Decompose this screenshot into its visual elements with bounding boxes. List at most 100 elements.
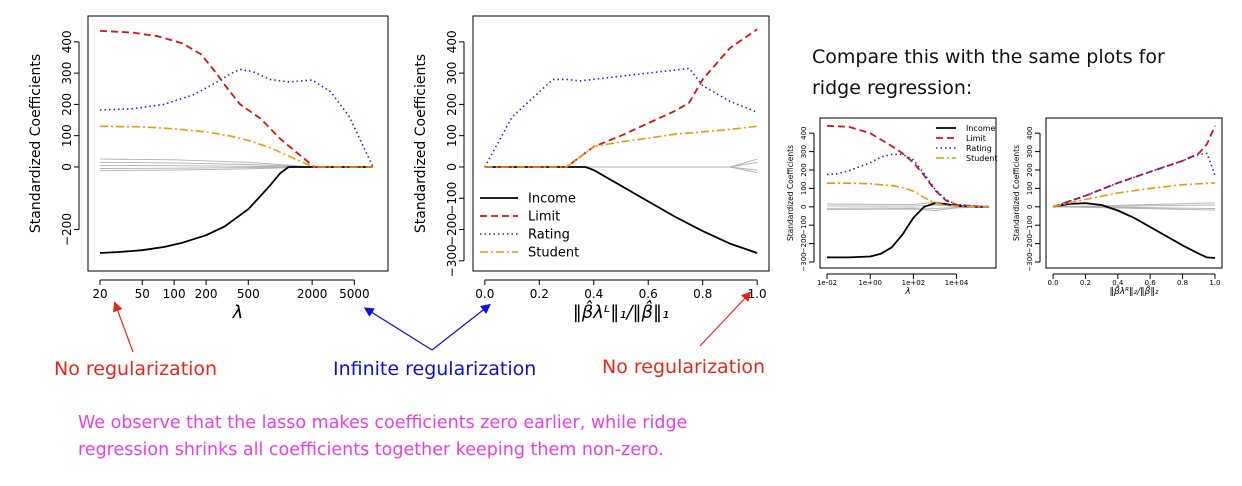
chart-ridge-lambda: 1e-02 1e+00 1e+02 1e+04 λ −300−200−100 0 100 200… [786,117,998,297]
arrow-infinite-regularization-right [431,303,491,351]
arrow-no-regularization-left [113,301,134,353]
series-rating-line [1052,152,1216,208]
x-tick-label: 0.8 [693,287,712,301]
x-axis-label: λ [232,302,244,323]
y-tick-label: 400 [445,30,459,53]
y-axis-label: Standardized Coefficients [1012,145,1021,241]
other-coefficient-line [99,166,313,172]
y-tick-label: −100 [1026,216,1034,235]
x-tick-label: 1e-02 [817,279,837,287]
infinite-regularization-label: Infinite regularization [333,358,537,380]
compare-line-1: Compare this with the same plots for [812,46,1165,68]
y-tick-label: −200 [445,213,459,246]
series-income-line [827,202,989,259]
series-income-line [1052,202,1216,259]
observation-line-2: regression shrinks all coefficients toge… [78,440,664,460]
y-tick-label: 300 [1026,145,1034,158]
x-tick-label: 20 [92,287,107,301]
annotation-arrows [113,291,752,353]
y-tick-label: 0 [800,205,808,209]
series-student-line [1052,182,1216,208]
arrow-no-regularization-right [699,291,752,347]
x-axis-label: ‖β̂λᴿ‖₂/‖β̂‖₂ [1110,284,1159,297]
y-tick-label: 400 [800,127,808,140]
legend-label-income: Income [966,124,996,133]
plot-frame [472,15,770,272]
legend-label-student: Student [966,154,998,163]
y-tick-label: −200 [60,213,74,246]
series-rating-line [484,67,758,168]
other-coefficient-line [826,206,990,211]
arrow-infinite-regularization-left [363,307,433,351]
y-tick-label: 200 [1026,163,1034,176]
plot-frame [1045,117,1223,269]
series-rating-line [826,153,990,208]
y-tick-label: 200 [800,163,808,176]
x-tick-label: 0.0 [475,287,494,301]
x-tick-label: 1e+04 [945,279,969,287]
legend-label-rating: Rating [528,228,570,243]
y-axis-label: Standardized Coefficients [28,54,44,233]
x-tick-label: 500 [237,287,260,301]
chart-lasso-norm: 0.0 0.2 0.4 0.6 0.8 1.0 ‖β̂λᴸ‖₁/‖β̂‖₁ −300−200−… [413,15,770,323]
x-tick-label: 0.4 [1112,279,1124,287]
observation-text: We observe that the lasso makes coeffici… [78,410,838,464]
compare-line-2: ridge regression: [812,77,973,99]
series-rating-line [99,68,374,168]
y-tick-label: 100 [1026,182,1034,195]
series-income-line [484,166,758,254]
y-tick-label: 0 [60,163,74,171]
y-tick-label: 100 [445,124,459,147]
x-axis-label: ‖β̂λᴸ‖₁/‖β̂‖₁ [573,300,669,323]
y-tick-label: 0 [445,163,459,171]
y-tick-label: −200 [800,234,808,253]
no-regularization-label-right: No regularization [602,356,766,378]
y-tick-label: 300 [800,145,808,158]
y-tick-label: −100 [445,182,459,215]
x-tick-label: 1.0 [748,287,767,301]
no-regularization-label-left: No regularization [54,358,218,380]
y-tick-label: −300 [800,252,808,271]
series-student-line [827,182,989,208]
legend-label-rating: Rating [966,144,992,153]
series-limit-line [826,124,990,208]
x-tick-label: 0.4 [584,287,603,301]
x-tick-label: 0.0 [1047,279,1058,287]
y-tick-label: 400 [1026,127,1034,140]
y-tick-label: 300 [445,62,459,85]
other-coefficient-line [1052,206,1216,211]
y-tick-label: −300 [445,244,459,277]
other-coefficient-line [99,158,313,168]
y-tick-label: −300 [1026,252,1034,271]
y-tick-label: 100 [60,124,74,147]
x-tick-label: 50 [135,287,150,301]
other-coefficient-line [99,166,313,169]
y-tick-label: 200 [60,93,74,116]
x-tick-label: 5000 [339,287,370,301]
series-limit-line [1052,125,1216,208]
x-tick-label: 1e+00 [858,279,882,287]
legend-label-limit: Limit [966,134,986,143]
x-tick-label: 200 [195,287,218,301]
series-student-line [484,125,758,168]
x-tick-label: 100 [163,287,186,301]
charts-layer: 20 50 100 200 500 2000 5000λ−2000100200300400S… [28,15,1223,323]
series-student-line [99,125,373,168]
series-income-line [99,166,290,254]
x-tick-label: 2000 [297,287,328,301]
x-tick-label: 1e+02 [902,279,926,287]
chart-lasso-lambda: 20 50 100 200 500 2000 5000 λ −200 0 100 200 300 400 S… [28,15,389,323]
legend-label-income: Income [528,192,576,207]
legend-label-student: Student [528,246,579,261]
x-tick-label: 0.6 [1145,279,1157,287]
y-tick-label: 400 [60,30,74,53]
series-limit-line [99,30,373,168]
y-axis-label: Standardized Coefficients [413,54,429,233]
series-limit-line [484,28,758,168]
x-tick-label: 1.0 [1209,279,1220,287]
other-coefficient-line [484,158,758,168]
x-tick-label: 0.2 [1080,279,1091,287]
